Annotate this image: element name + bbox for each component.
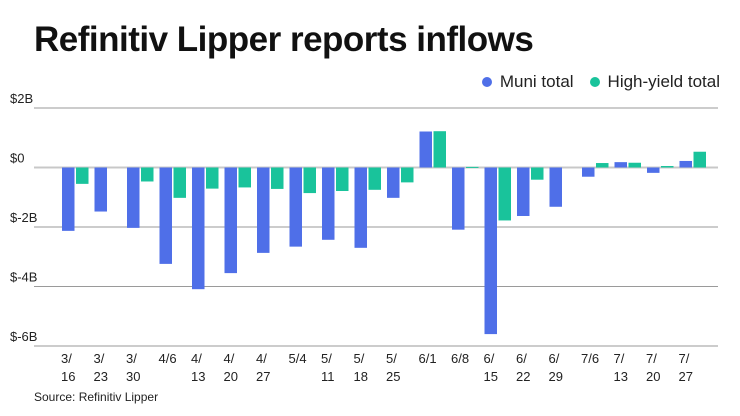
x-tick-label: 3/ — [61, 351, 72, 366]
x-tick-label: 6/1 — [419, 351, 437, 366]
x-tick-label-line2: 27 — [256, 369, 270, 384]
bar-muni-total — [257, 167, 270, 253]
bar-muni-total — [387, 167, 400, 198]
x-tick-label: 7/ — [646, 351, 657, 366]
bar-high-yield-total — [498, 167, 511, 221]
bar-high-yield-total — [76, 167, 89, 184]
bar-muni-total — [159, 167, 172, 264]
legend-item-high-yield: High-yield total — [589, 72, 720, 92]
bar-muni-total — [582, 167, 595, 177]
bar-muni-total — [94, 167, 107, 212]
bar-high-yield-total — [336, 167, 349, 192]
legend: Muni total High-yield total — [466, 72, 720, 92]
y-tick-label: $-2B — [10, 210, 37, 225]
x-tick-label-line2: 25 — [386, 369, 400, 384]
x-tick-label: 5/ — [386, 351, 397, 366]
bar-muni-total — [354, 167, 367, 248]
bar-high-yield-total — [531, 167, 544, 180]
bar-muni-total — [224, 167, 237, 274]
x-tick-label-line2: 20 — [646, 369, 660, 384]
x-tick-label: 4/ — [256, 351, 267, 366]
bar-high-yield-total — [466, 166, 479, 168]
x-tick-label-line2: 27 — [679, 369, 693, 384]
bar-muni-total — [614, 162, 627, 168]
x-tick-label: 5/ — [321, 351, 332, 366]
bar-muni-total — [679, 160, 692, 168]
bar-muni-total — [549, 167, 562, 207]
bar-muni-total — [289, 167, 302, 247]
x-tick-label-line2: 13 — [614, 369, 628, 384]
bar-muni-total — [192, 167, 205, 290]
legend-label-high-yield: High-yield total — [607, 72, 720, 91]
chart-title: Refinitiv Lipper reports inflows — [34, 20, 534, 59]
legend-item-muni: Muni total — [481, 72, 574, 92]
x-tick-label: 6/ — [484, 351, 495, 366]
x-tick-label-line2: 13 — [191, 369, 205, 384]
x-tick-label: 7/6 — [581, 351, 599, 366]
bar-high-yield-total — [401, 167, 414, 183]
bar-muni-total — [517, 167, 530, 216]
x-tick-label: 6/ — [549, 351, 560, 366]
x-tick-label-line2: 22 — [516, 369, 530, 384]
bar-high-yield-total — [693, 151, 706, 168]
x-tick-label: 4/ — [191, 351, 202, 366]
bar-high-yield-total — [141, 167, 154, 182]
bar-muni-total — [484, 167, 497, 335]
bar-muni-total — [322, 167, 335, 240]
bar-high-yield-total — [661, 166, 674, 168]
x-tick-label: 3/ — [126, 351, 137, 366]
x-tick-label-line2: 30 — [126, 369, 140, 384]
x-tick-label: 4/ — [224, 351, 235, 366]
bar-muni-total — [127, 167, 140, 228]
bar-high-yield-total — [173, 167, 186, 198]
x-tick-label-line2: 15 — [484, 369, 498, 384]
x-tick-label: 6/ — [516, 351, 527, 366]
bar-high-yield-total — [303, 167, 316, 194]
x-tick-label-line2: 20 — [224, 369, 238, 384]
source-note: Source: Refinitiv Lipper — [34, 390, 159, 404]
legend-swatch-muni — [481, 77, 492, 87]
bar-muni-total — [62, 167, 75, 231]
bar-high-yield-total — [206, 167, 219, 189]
bar-muni-total — [452, 167, 465, 230]
bar-muni-total — [419, 131, 432, 168]
bar-high-yield-total — [271, 167, 284, 189]
x-tick-label-line2: 29 — [549, 369, 563, 384]
bar-muni-total — [647, 167, 660, 173]
x-tick-label: 6/8 — [451, 351, 469, 366]
bar-high-yield-total — [628, 162, 641, 168]
y-tick-label: $0 — [10, 151, 24, 166]
x-tick-label-line2: 18 — [354, 369, 368, 384]
x-tick-label: 4/6 — [159, 351, 177, 366]
x-tick-label-line2: 16 — [61, 369, 75, 384]
x-tick-label-line2: 11 — [321, 369, 335, 384]
bar-high-yield-total — [368, 167, 381, 190]
bar-high-yield-total — [238, 167, 251, 188]
x-tick-label: 5/ — [354, 351, 365, 366]
y-tick-label: $-6B — [10, 329, 37, 344]
legend-label-muni: Muni total — [499, 72, 574, 91]
y-tick-label: $2B — [10, 91, 33, 106]
x-tick-label: 3/ — [94, 351, 105, 366]
x-tick-label-line2: 23 — [94, 369, 108, 384]
bar-high-yield-total — [596, 163, 609, 168]
x-tick-label: 5/4 — [289, 351, 307, 366]
x-tick-label: 7/ — [614, 351, 625, 366]
legend-swatch-high-yield — [589, 77, 600, 87]
x-tick-label: 7/ — [679, 351, 690, 366]
bar-high-yield-total — [433, 131, 446, 168]
y-tick-label: $-4B — [10, 270, 37, 285]
